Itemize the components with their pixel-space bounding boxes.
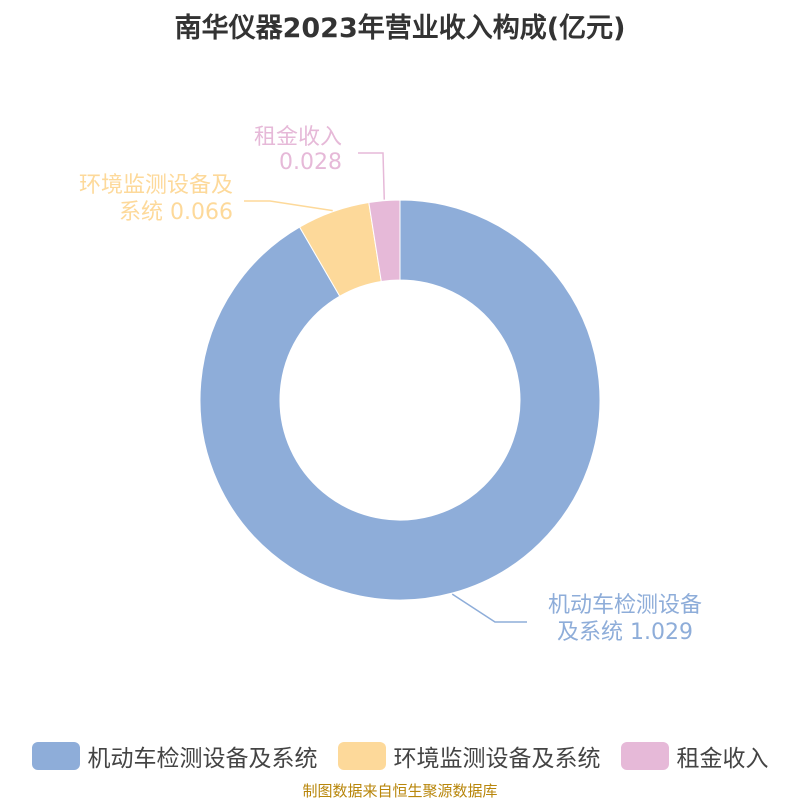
legend-swatch-rent	[620, 742, 669, 770]
data-label-vehicle-line2: 及系统 1.029	[557, 620, 693, 645]
slice-rent[interactable]	[368, 199, 401, 283]
legend-item-environment[interactable]: 环境监测设备及系统	[337, 739, 601, 773]
slice-vehicle[interactable]	[199, 199, 601, 601]
legend-swatch-environment	[337, 742, 386, 770]
data-label-rent-line1: 租金收入	[254, 125, 342, 150]
leader-line-environment	[244, 200, 333, 212]
legend-label-vehicle: 机动车检测设备及系统	[87, 746, 318, 772]
data-label-environment-line2: 系统 0.066	[119, 200, 233, 225]
legend-item-vehicle[interactable]: 机动车检测设备及系统	[31, 739, 318, 773]
source-note: 制图数据来自恒生聚源数据库	[302, 782, 498, 800]
legend-item-rent[interactable]: 租金收入	[620, 739, 769, 773]
legend-label-rent: 租金收入	[676, 746, 769, 772]
chart-title: 南华仪器2023年营业收入构成(亿元)	[174, 13, 626, 44]
leader-line-rent	[358, 152, 386, 200]
data-label-rent-line2: 0.028	[279, 150, 342, 175]
legend-label-environment: 环境监测设备及系统	[393, 746, 601, 772]
legend: 机动车检测设备及系统 环境监测设备及系统 租金收入	[0, 738, 800, 774]
leader-line-vehicle	[451, 593, 527, 623]
data-label-environment-line1: 环境监测设备及	[79, 173, 233, 198]
legend-swatch-vehicle	[31, 742, 80, 770]
data-label-vehicle-line1: 机动车检测设备	[548, 593, 702, 618]
